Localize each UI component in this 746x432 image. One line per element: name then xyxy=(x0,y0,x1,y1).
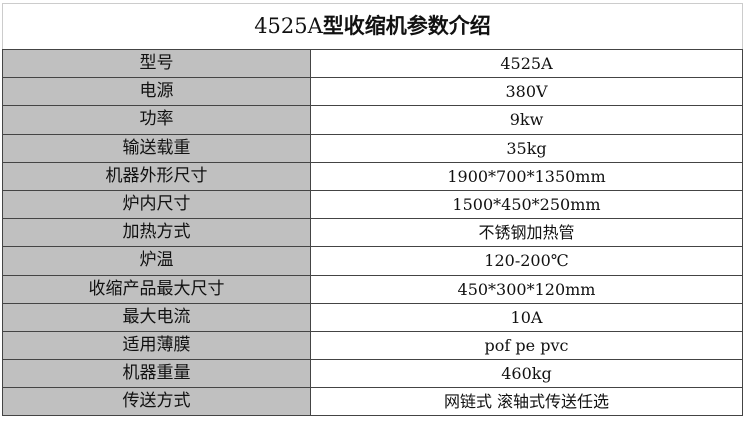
spec-label: 炉内尺寸 xyxy=(2,189,311,220)
table-row: 炉温 120-200℃ xyxy=(2,246,743,276)
spec-value: 1500*450*250mm xyxy=(310,189,743,220)
spec-label: 收缩产品最大尺寸 xyxy=(2,274,311,304)
table-title: 4525A型收缩机参数介绍 xyxy=(2,3,743,50)
table-row: 炉内尺寸 1500*450*250mm xyxy=(2,189,743,220)
spec-label: 电源 xyxy=(2,77,311,107)
spec-value: 4525A xyxy=(310,48,743,79)
table-row: 收缩产品最大尺寸 450*300*120mm xyxy=(2,274,743,304)
spec-label: 功率 xyxy=(2,105,311,135)
table-row: 传送方式 网链式 滚轴式传送任选 xyxy=(2,387,743,417)
table-row: 型号 4525A xyxy=(2,48,743,79)
spec-table: 4525A型收缩机参数介绍 型号 4525A 电源 380V 功率 9kw 输送载重 35kg… xyxy=(2,3,743,417)
spec-value: pof pe pvc xyxy=(310,330,743,361)
spec-value: 网链式 滚轴式传送任选 xyxy=(310,387,743,417)
spec-label: 机器外形尺寸 xyxy=(2,161,311,191)
spec-value: 120-200℃ xyxy=(310,246,743,276)
spec-label: 传送方式 xyxy=(2,387,311,417)
spec-label: 加热方式 xyxy=(2,218,311,248)
spec-value: 35kg xyxy=(310,133,743,163)
spec-label: 输送载重 xyxy=(2,133,311,163)
table-row: 加热方式 不锈钢加热管 xyxy=(2,218,743,248)
title-text: 型收缩机参数介绍 xyxy=(322,14,491,38)
spec-value: 1900*700*1350mm xyxy=(310,161,743,191)
table-row: 最大电流 10A xyxy=(2,302,743,332)
spec-label: 型号 xyxy=(2,48,311,79)
spec-value: 460kg xyxy=(310,359,743,389)
title-model: 4525A xyxy=(254,14,323,38)
spec-value: 10A xyxy=(310,302,743,332)
table-row: 电源 380V xyxy=(2,77,743,107)
spec-label: 炉温 xyxy=(2,246,311,276)
spec-value: 450*300*120mm xyxy=(310,274,743,304)
table-row: 功率 9kw xyxy=(2,105,743,135)
title-row: 4525A型收缩机参数介绍 xyxy=(2,3,743,50)
spec-label: 最大电流 xyxy=(2,302,311,332)
table-row: 输送载重 35kg xyxy=(2,133,743,163)
spec-value: 9kw xyxy=(310,105,743,135)
table-row: 机器外形尺寸 1900*700*1350mm xyxy=(2,161,743,191)
spec-value: 不锈钢加热管 xyxy=(310,218,743,248)
table-row: 机器重量 460kg xyxy=(2,359,743,389)
spec-value: 380V xyxy=(310,77,743,107)
spec-label: 机器重量 xyxy=(2,359,311,389)
spec-label: 适用薄膜 xyxy=(2,330,311,361)
table-row: 适用薄膜 pof pe pvc xyxy=(2,330,743,361)
